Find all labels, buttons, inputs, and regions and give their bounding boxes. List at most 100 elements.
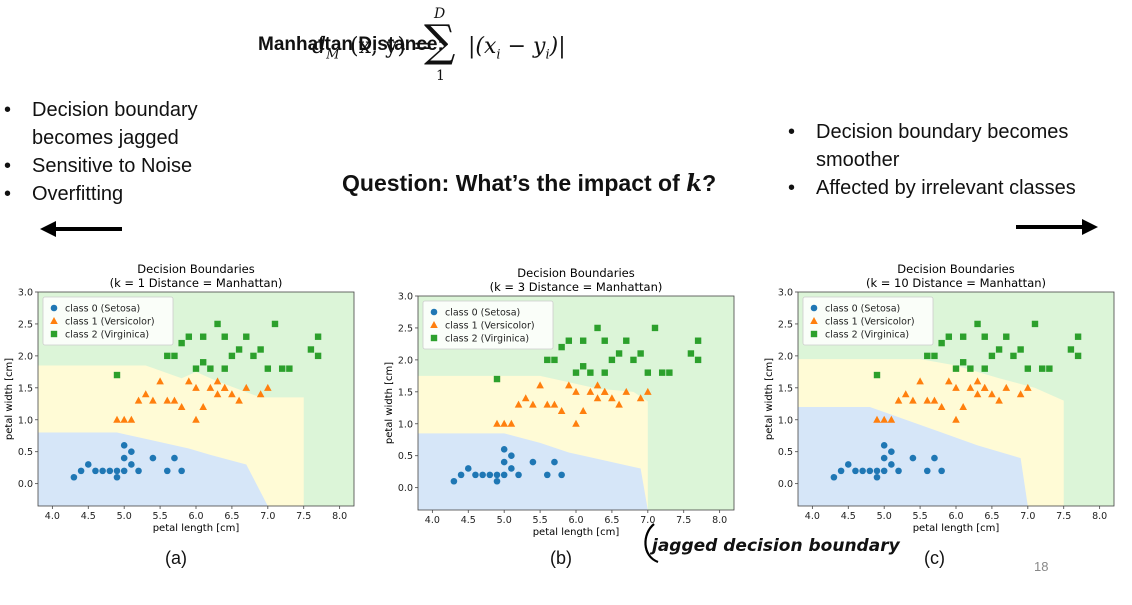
y-tick-label: 0.5 — [18, 447, 33, 458]
x-tick-label: 5.5 — [533, 515, 548, 526]
virginica-point — [666, 369, 673, 376]
virginica-point — [178, 339, 185, 347]
chart-legend: class 0 (Setosa) class 1 (Versicolor) clas… — [802, 296, 934, 346]
virginica-point — [228, 352, 236, 360]
y-tick-label: 3.0 — [18, 288, 33, 299]
setosa-point — [70, 473, 78, 481]
y-tick-label: 2.0 — [398, 355, 413, 366]
right-arrow-icon — [1016, 219, 1098, 235]
virginica-point — [271, 320, 279, 328]
setosa-point — [486, 471, 494, 479]
setosa-point — [500, 446, 508, 453]
virginica-point — [981, 365, 988, 372]
y-axis-label: petal width [cm] — [384, 362, 395, 444]
versicolor-point — [529, 400, 537, 408]
x-tick-label: 7.0 — [260, 511, 275, 522]
decision-boundary-chart-k10: Decision Boundaries(k = 10 Distance = Ma… — [764, 262, 1115, 534]
virginica-point — [651, 324, 659, 332]
chart-subtitle: (k = 1 Distance = Manhattan) — [110, 276, 283, 290]
y-tick-label: 3.0 — [778, 288, 793, 299]
versicolor-point — [493, 419, 501, 427]
virginica-point — [1074, 333, 1082, 340]
versicolor-point — [586, 387, 595, 395]
x-tick-label: 6.5 — [984, 511, 999, 522]
setosa-point — [880, 467, 888, 475]
caption-b: (b) — [550, 548, 572, 568]
y-tick-label: 1.5 — [778, 383, 793, 394]
virginica-point — [250, 352, 257, 360]
setosa-point — [128, 448, 135, 456]
y-tick-label: 2.0 — [778, 351, 793, 362]
versicolor-point — [213, 390, 222, 398]
setosa-point — [873, 473, 881, 481]
setosa-point — [500, 471, 508, 479]
versicolor-point — [199, 402, 207, 410]
setosa-point — [909, 454, 917, 462]
virginica-point — [1003, 333, 1010, 340]
versicolor-point — [156, 377, 164, 385]
virginica-point — [945, 333, 953, 340]
x-tick-label: 5.0 — [497, 515, 512, 526]
x-tick-label: 7.5 — [296, 511, 311, 522]
virginica-point — [594, 324, 601, 332]
x-tick-label: 5.5 — [153, 511, 168, 522]
y-tick-label: 0.5 — [398, 451, 413, 462]
x-tick-label: 4.0 — [805, 511, 820, 522]
versicolor-point — [264, 383, 272, 391]
left-bullet: Sensitive to Noise — [4, 152, 234, 180]
virginica-point — [644, 369, 652, 376]
virginica-point — [314, 352, 322, 360]
setosa-point — [493, 471, 501, 479]
versicolor-point — [170, 396, 179, 404]
versicolor-point — [593, 381, 602, 389]
versicolor-point — [923, 396, 932, 404]
versicolor-point — [521, 394, 530, 402]
legend-box — [42, 296, 174, 346]
legend-marker-versicolor — [810, 317, 818, 324]
versicolor-point — [1024, 383, 1032, 391]
versicolor-point — [127, 415, 136, 423]
virginica-point — [558, 343, 565, 351]
versicolor-point — [1002, 383, 1011, 391]
virginica-point — [565, 337, 573, 344]
left-bullet: Decision boundary becomes jagged — [4, 96, 234, 152]
chart-subtitle: (k = 3 Distance = Manhattan) — [490, 280, 663, 294]
y-tick-label: 0.0 — [778, 479, 793, 490]
x-axis-label: petal length [cm] — [913, 523, 1000, 534]
chart-subtitle: (k = 10 Distance = Manhattan) — [866, 276, 1046, 290]
y-axis-label: petal width [cm] — [4, 358, 15, 440]
setosa-point — [178, 467, 185, 475]
legend-entry: class 0 (Setosa) — [445, 308, 520, 319]
versicolor-point — [930, 396, 939, 404]
versicolor-point — [163, 396, 172, 404]
virginica-point — [214, 320, 221, 328]
y-tick-label: 1.0 — [778, 415, 793, 426]
legend-entry: class 1 (Versicolor) — [65, 317, 155, 328]
versicolor-point — [901, 390, 910, 398]
legend-entry: class 2 (Virginica) — [825, 330, 909, 341]
versicolor-point — [113, 415, 121, 423]
caption-a: (a) — [165, 548, 187, 568]
setosa-point — [135, 467, 142, 475]
legend-entry: class 1 (Versicolor) — [445, 321, 535, 332]
virginica-point — [1067, 346, 1075, 353]
left-arrow-icon — [40, 221, 122, 237]
setosa-point — [99, 467, 106, 475]
virginica-point — [493, 375, 501, 383]
virginica-point — [694, 337, 702, 344]
x-tick-label: 4.0 — [425, 515, 440, 526]
virginica-point — [1017, 346, 1024, 353]
x-tick-label: 7.0 — [1020, 511, 1035, 522]
legend-entry: class 2 (Virginica) — [65, 330, 149, 341]
virginica-point — [959, 359, 967, 366]
chart-title: Decision Boundaries — [137, 262, 254, 276]
jagged-boundary-annotation: jagged decision boundary — [652, 536, 900, 556]
versicolor-point — [988, 390, 996, 398]
x-tick-label: 6.0 — [188, 511, 203, 522]
versicolor-point — [536, 381, 544, 389]
versicolor-point — [177, 402, 186, 410]
setosa-point — [880, 442, 888, 449]
versicolor-point — [644, 387, 652, 395]
versicolor-point — [880, 415, 888, 423]
virginica-point — [113, 371, 121, 379]
